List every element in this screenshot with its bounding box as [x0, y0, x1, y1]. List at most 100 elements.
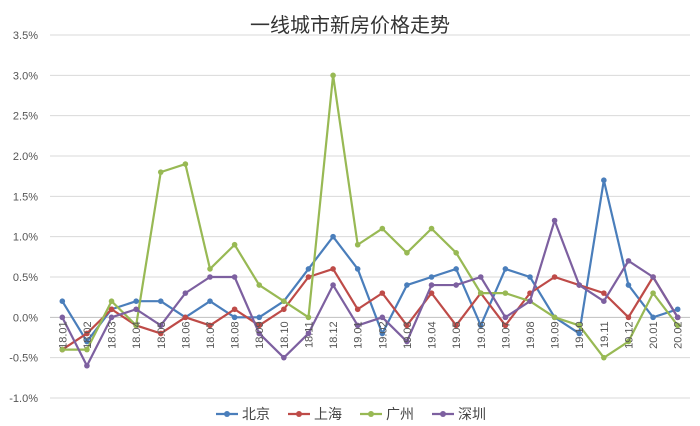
x-tick-label: 18.05	[156, 321, 168, 349]
data-point	[527, 274, 533, 280]
data-point	[576, 330, 583, 337]
y-tick-label: 2.0%	[13, 151, 38, 163]
data-point	[502, 322, 509, 329]
data-point	[551, 274, 558, 280]
data-point	[601, 177, 607, 183]
data-point	[379, 330, 386, 337]
data-point	[477, 290, 484, 296]
data-point	[674, 322, 681, 329]
x-tick-label: 19.02	[377, 321, 389, 349]
x-tick-label: 19.01	[353, 321, 365, 349]
data-point	[404, 338, 410, 345]
x-tick-label: 19.03	[402, 321, 414, 349]
data-point	[625, 258, 632, 264]
data-point	[404, 322, 410, 329]
data-point	[674, 306, 681, 313]
data-point	[354, 241, 361, 248]
data-point	[108, 306, 115, 313]
x-tick-label: 20.02	[673, 321, 685, 349]
x-tick-label: 18.02	[82, 321, 94, 349]
x-axis-ticks: 18.01 18.02 18.03 18.04 18.05 18.06 18.07 18.08…	[57, 321, 684, 349]
data-point	[207, 322, 213, 329]
x-tick-label: 18.09	[254, 321, 266, 349]
x-tick-label: 19.04	[427, 321, 439, 349]
data-point	[379, 314, 386, 321]
y-tick-label: -1.0%	[9, 393, 38, 405]
data-point	[231, 306, 238, 313]
data-point	[84, 346, 90, 353]
data-point	[404, 250, 410, 256]
y-tick-label: 1.0%	[13, 232, 38, 244]
data-point	[108, 298, 115, 305]
data-point	[281, 354, 287, 361]
x-tick-label: 19.06	[476, 321, 488, 349]
data-point	[330, 266, 336, 272]
data-point	[650, 314, 656, 321]
y-tick-label: 0.5%	[13, 272, 38, 284]
data-point	[256, 282, 263, 288]
y-axis-ticks: -1.0% -0.5% 0.0% 0.5% 1.0% 1.5% 2.0% 2.5% 3.0% 3.…	[9, 30, 38, 405]
data-point	[305, 330, 312, 337]
x-tick-label: 18.08	[230, 321, 242, 349]
data-point	[59, 346, 66, 353]
data-point	[404, 282, 410, 288]
data-point	[133, 298, 139, 305]
data-point	[157, 322, 164, 329]
data-point	[625, 282, 632, 288]
data-point	[305, 274, 312, 280]
data-point	[576, 322, 583, 329]
data-point	[428, 225, 435, 232]
x-tick-label: 18.04	[131, 321, 143, 349]
data-point	[305, 314, 312, 321]
legend-marker	[296, 411, 302, 417]
series-line	[61, 219, 679, 367]
data-point	[133, 306, 139, 313]
data-point	[477, 322, 484, 329]
legend-marker	[368, 411, 374, 417]
x-tick-label: 19.05	[451, 321, 463, 349]
x-tick-label: 18.10	[279, 321, 291, 349]
data-point	[59, 298, 66, 305]
data-point	[453, 322, 459, 329]
data-point	[305, 266, 312, 272]
data-point	[625, 338, 632, 345]
legend-item: 北京	[216, 407, 270, 423]
data-point	[625, 314, 632, 321]
y-tick-label: 3.0%	[13, 70, 38, 82]
data-point	[330, 233, 336, 240]
data-point	[674, 314, 681, 321]
data-point	[601, 298, 607, 305]
data-point	[231, 241, 238, 248]
data-point	[428, 274, 435, 280]
series-lines	[59, 72, 681, 369]
data-point	[379, 290, 386, 296]
data-point	[231, 314, 238, 321]
chart-title: 一线城市新房价格走势	[250, 13, 450, 37]
legend-item: 深圳	[432, 407, 486, 423]
y-tick-label: 3.5%	[13, 30, 38, 42]
data-point	[477, 274, 484, 280]
data-point	[527, 298, 533, 305]
data-point	[650, 290, 656, 296]
data-point	[84, 338, 90, 345]
x-tick-label: 18.07	[205, 321, 217, 349]
data-point	[207, 298, 213, 305]
legend-label: 深圳	[458, 407, 486, 423]
data-point	[256, 330, 263, 337]
x-tick-label: 19.07	[500, 321, 512, 349]
data-point	[379, 225, 386, 232]
data-point	[601, 354, 607, 361]
series-上海	[59, 266, 681, 353]
data-point	[330, 282, 336, 288]
data-point	[453, 250, 459, 256]
x-tick-label: 19.09	[550, 321, 562, 349]
data-point	[281, 298, 287, 305]
data-point	[453, 266, 459, 272]
x-tick-label: 19.11	[599, 321, 611, 348]
data-point	[354, 322, 361, 329]
legend-label: 上海	[314, 407, 342, 423]
data-point	[551, 217, 558, 224]
y-tick-label: 1.5%	[13, 191, 38, 203]
x-tick-label: 18.11	[303, 321, 315, 348]
